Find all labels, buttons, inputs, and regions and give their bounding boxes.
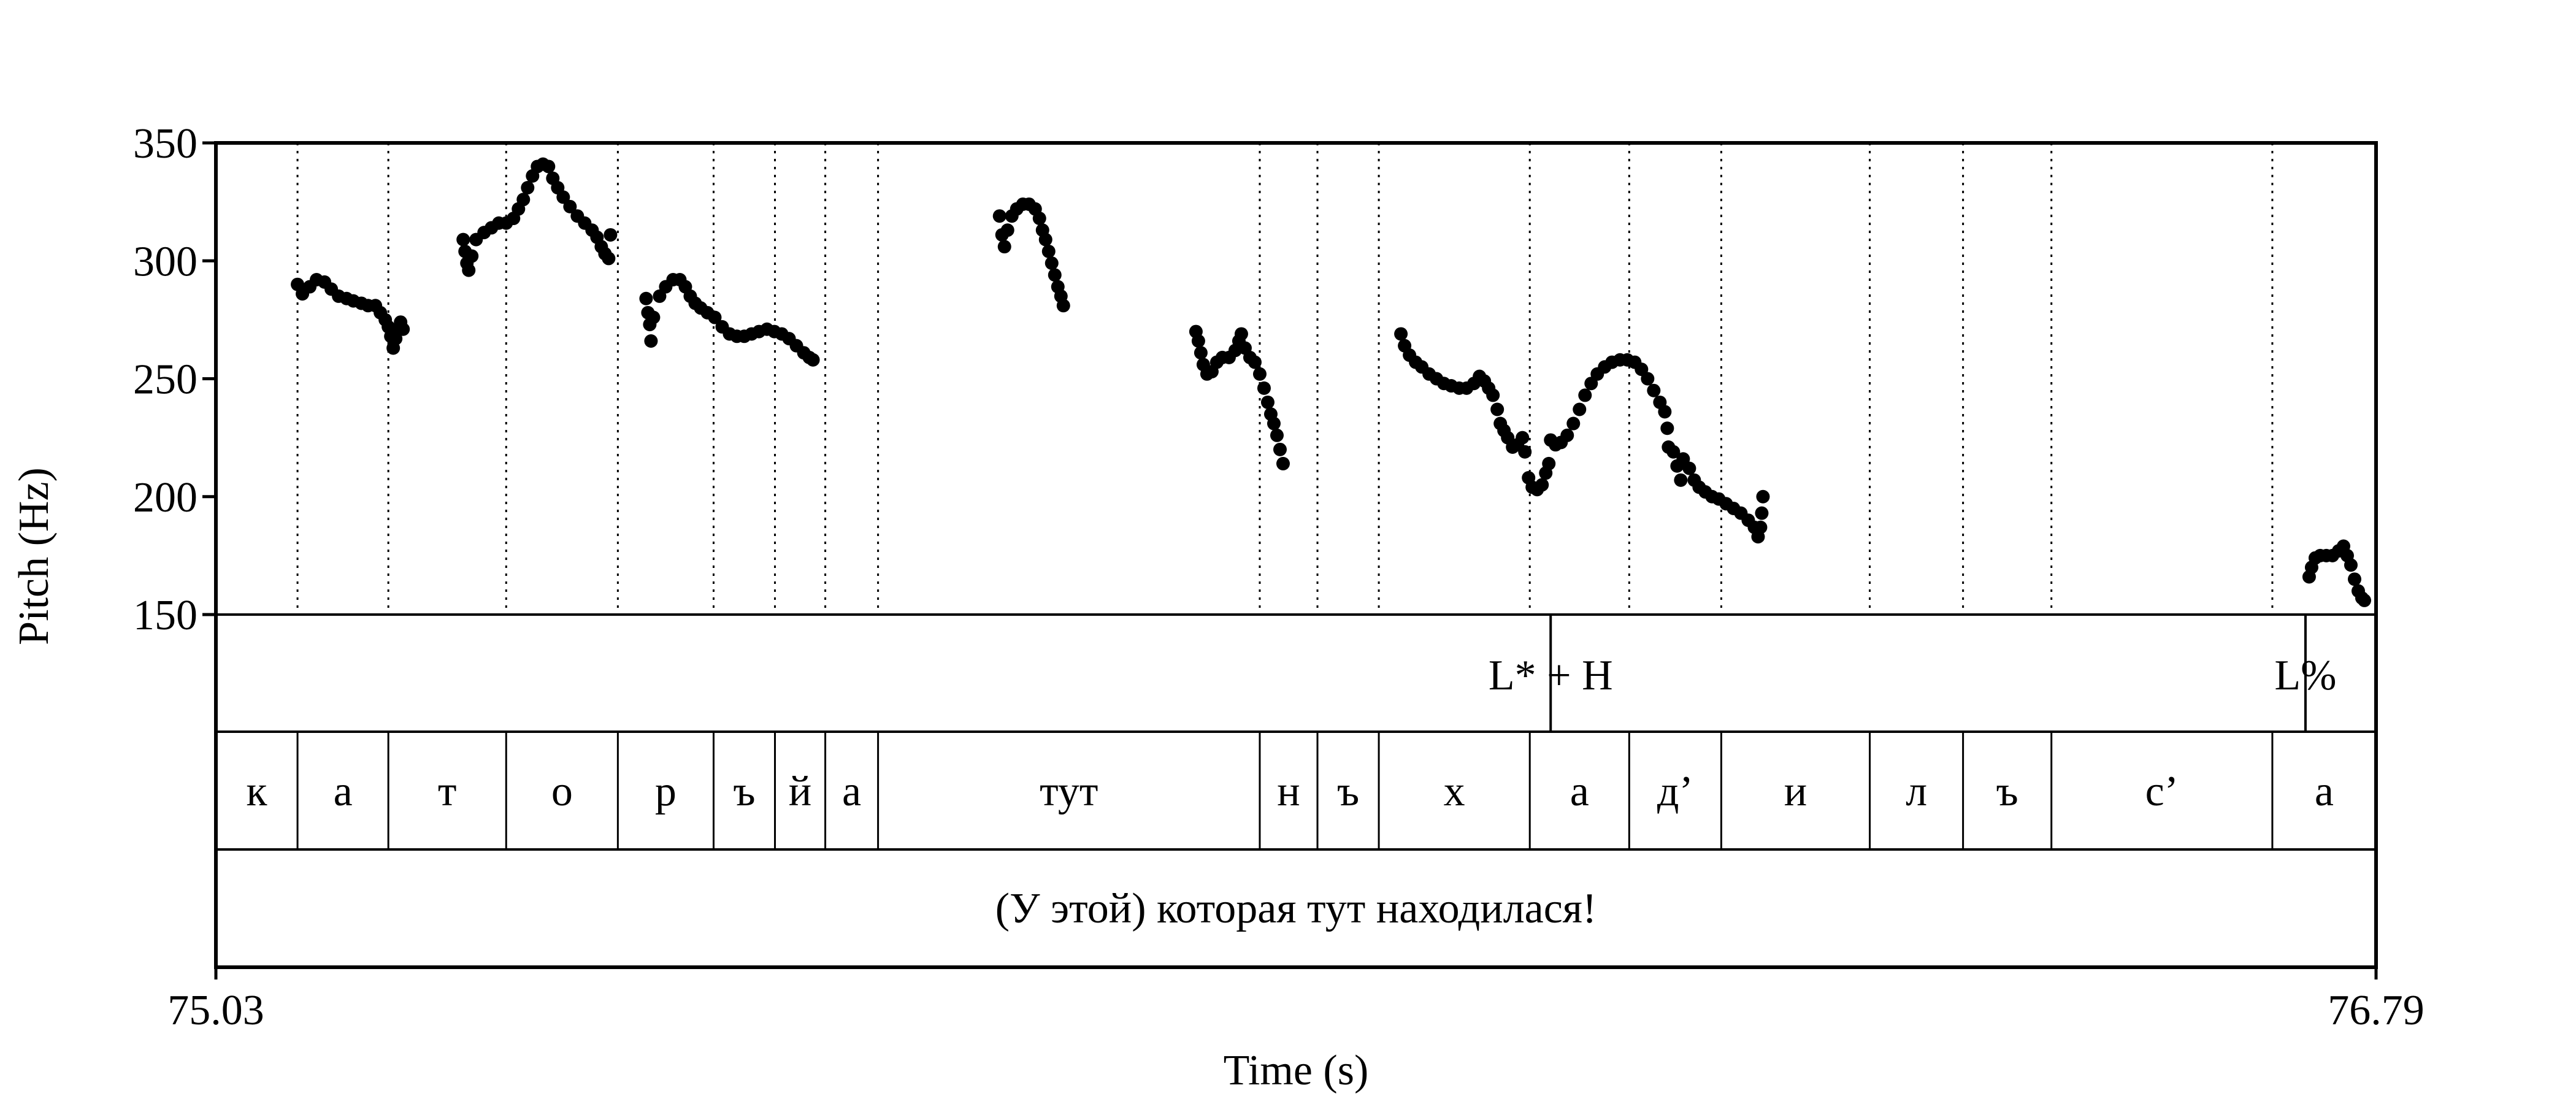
pitch-point: [639, 291, 653, 305]
y-axis-ticks: 150 200 250 300 350: [133, 120, 216, 639]
pitch-point: [1486, 388, 1500, 402]
pitch-point: [396, 322, 410, 336]
pitch-point: [1045, 256, 1059, 270]
segment-label: р: [655, 768, 677, 815]
pitch-point: [1754, 520, 1768, 534]
pitch-point: [806, 353, 820, 367]
segment-label: к: [247, 768, 268, 815]
pitch-point: [1560, 428, 1574, 442]
pitch-point: [1248, 355, 1262, 369]
x-axis-label: Time (s): [1224, 1047, 1369, 1094]
segment-label: а: [334, 768, 353, 815]
pitch-points: [291, 157, 2371, 607]
tone-label: L%: [2274, 652, 2336, 699]
pitch-point: [602, 251, 616, 266]
pitch-point: [2347, 572, 2361, 586]
pitch-point: [1267, 416, 1281, 431]
pitch-point: [1756, 489, 1770, 504]
segment-label: с’: [2145, 768, 2179, 815]
pitch-point: [1518, 445, 1532, 459]
pitch-point: [1674, 473, 1688, 487]
segment-label: и: [1784, 768, 1807, 815]
pitch-point: [1516, 431, 1530, 445]
pitch-point: [1490, 402, 1505, 416]
segment-label: а: [2315, 768, 2334, 815]
segment-label: н: [1277, 768, 1300, 815]
segment-label: т: [438, 768, 457, 815]
pitch-point: [1273, 442, 1287, 456]
pitch-point: [1038, 232, 1052, 247]
segment-label: ъ: [1996, 768, 2018, 815]
pitch-point: [2344, 558, 2358, 572]
x-tick-label: 76.79: [2328, 987, 2425, 1034]
segment-label: ъ: [733, 768, 755, 815]
pitch-point: [1682, 461, 1696, 475]
pitch-point: [1394, 327, 1408, 341]
segment-guide-lines: [296, 143, 2274, 615]
pitch-point: [465, 249, 479, 263]
pitch-point: [1048, 268, 1062, 282]
segment-label: й: [789, 768, 811, 815]
y-tick-label: 250: [133, 356, 197, 404]
pitch-point: [1578, 388, 1592, 402]
pitch-point: [1191, 334, 1205, 348]
pitch-point: [1252, 367, 1267, 381]
pitch-point: [1573, 402, 1587, 416]
pitch-point: [1234, 327, 1248, 341]
segment-label: тут: [1040, 768, 1098, 815]
pitch-point: [708, 310, 722, 324]
annotation-tiers: к а т о р ъ й а тут н ъ х а д’ и л ъ с’ аL* + H L%: [247, 615, 2336, 849]
pitch-point: [1194, 346, 1208, 360]
y-tick-label: 300: [133, 238, 197, 285]
pitch-point: [1542, 456, 1556, 470]
segment-label: д’: [1657, 768, 1693, 815]
pitch-point: [1641, 372, 1655, 386]
pitch-point: [997, 240, 1011, 254]
pitch-point: [1056, 299, 1070, 313]
pitch-point: [1755, 506, 1769, 520]
pitch-point: [1660, 421, 1674, 435]
plot-frame: [214, 141, 2378, 969]
pitch-point: [542, 159, 556, 174]
pitch-point: [644, 334, 658, 348]
pitch-point: [1647, 383, 1661, 397]
segment-label: а: [842, 768, 861, 815]
pitch-point: [556, 190, 570, 204]
pitch-point: [1270, 428, 1284, 442]
pitch-point: [521, 181, 535, 195]
sentence-label: (У этой) которая тут находилася!: [995, 885, 1597, 932]
x-tick-label: 75.03: [167, 987, 264, 1034]
segment-label: о: [551, 768, 573, 815]
y-tick-label: 200: [133, 474, 197, 521]
pitch-point: [1032, 212, 1046, 226]
pitch-point: [1041, 244, 1056, 258]
pitch-point: [2357, 593, 2371, 607]
y-axis-label: Pitch (Hz): [10, 467, 58, 645]
pitch-point: [1000, 223, 1014, 237]
pitch-point: [516, 193, 531, 207]
segment-label: ъ: [1337, 768, 1359, 815]
segment-label: а: [1570, 768, 1589, 815]
pitch-point: [1260, 395, 1275, 409]
x-axis-ticks: 75.03 76.79: [167, 967, 2425, 1034]
pitch-point: [1666, 445, 1681, 459]
segment-label: л: [1906, 768, 1927, 815]
pitch-point: [462, 263, 476, 277]
segment-label: х: [1444, 768, 1465, 815]
y-tick-label: 150: [133, 592, 197, 639]
pitch-point: [1257, 381, 1271, 395]
pitch-point: [1276, 456, 1290, 470]
y-tick-label: 350: [133, 120, 197, 167]
pitch-point: [1658, 405, 1672, 419]
pitch-point: [646, 310, 661, 324]
pitch-point: [1566, 416, 1581, 431]
pitch-point: [456, 232, 470, 247]
pitch-point: [563, 199, 577, 213]
tone-label: L* + H: [1489, 652, 1613, 699]
pitch-point: [992, 209, 1006, 223]
pitch-point: [604, 228, 618, 242]
pitch-point: [1535, 478, 1549, 492]
